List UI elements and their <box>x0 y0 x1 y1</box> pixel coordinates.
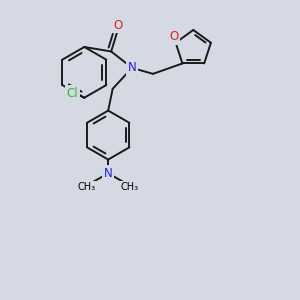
Text: CH₃: CH₃ <box>121 182 139 192</box>
Text: CH₃: CH₃ <box>77 182 95 192</box>
Text: Cl: Cl <box>67 87 78 100</box>
Text: O: O <box>169 30 179 43</box>
Text: N: N <box>104 167 112 180</box>
Text: O: O <box>113 19 122 32</box>
Text: N: N <box>128 61 136 74</box>
